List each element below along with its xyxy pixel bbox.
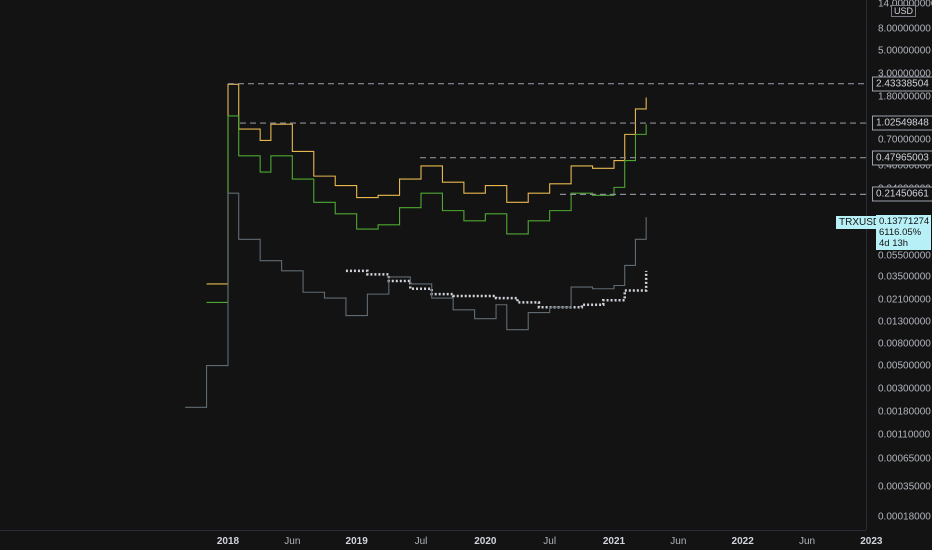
y-tick-label: 0.00300000 [878,383,931,395]
last-price-box: 0.13771274 6116.05% 4d 13h [876,215,931,250]
y-tick-label: 0.00035000 [878,481,931,493]
y-tick-label: 8.00000000 [878,23,931,35]
y-tick-label: 0.05500000 [878,250,931,262]
price-scale-border [866,0,867,530]
x-tick-label: Jun [284,536,301,547]
x-tick-label: Jun [670,536,687,547]
x-tick-label: 2021 [602,536,626,547]
series-line-0[interactable] [206,83,647,285]
y-tick-label: 0.00180000 [878,406,931,418]
level-label: 2.43338504 [872,76,932,92]
y-tick-label: 0.00018000 [878,511,931,523]
series-layer [185,83,648,408]
x-tick-label: 2022 [731,536,754,547]
x-tick-label: 2018 [216,536,240,547]
y-tick-label: 0.00110000 [878,429,931,441]
x-tick-label: Jun [798,536,816,547]
series-line-3[interactable] [185,192,647,408]
y-tick-label: 14.00000000 [878,0,932,10]
time-scale-border [0,530,866,531]
y-tick-label: 5.00000000 [878,45,931,57]
x-tick-label: 2023 [860,536,883,547]
bar-countdown: 4d 13h [879,238,909,249]
y-tick-label: 0.00065000 [878,453,931,464]
y-tick-label: 0.70000000 [878,134,931,146]
y-tick-label: 1.80000000 [878,91,931,103]
last-price: 0.13771274 [879,216,930,227]
level-lines [228,83,866,195]
currency-label[interactable]: USD [891,5,917,17]
y-tick-label: 0.00500000 [878,360,931,372]
y-tick-label: 0.03500000 [878,271,931,283]
y-tick-label: 0.00800000 [878,338,931,350]
level-label: 0.21450661 [872,186,932,202]
y-tick-label: 0.02100000 [878,294,931,306]
y-tick-label: 0.01300000 [878,316,931,328]
level-label: 1.02549848 [872,115,932,131]
x-tick-label: 2020 [474,536,497,547]
x-tick-label: Jul [414,536,428,547]
series-line-1[interactable] [206,115,647,303]
x-tick-label: Jul [543,536,557,547]
symbol-tag: TRXUSD [836,216,884,229]
y-tick-label: 3.00000000 [878,68,931,80]
series-line-2[interactable] [345,269,648,309]
price-change: 6116.05% [879,227,922,238]
y-tick-label: 0.40000000 [878,160,931,172]
level-label: 0.47965003 [872,150,932,166]
x-tick-label: 2019 [345,536,368,547]
